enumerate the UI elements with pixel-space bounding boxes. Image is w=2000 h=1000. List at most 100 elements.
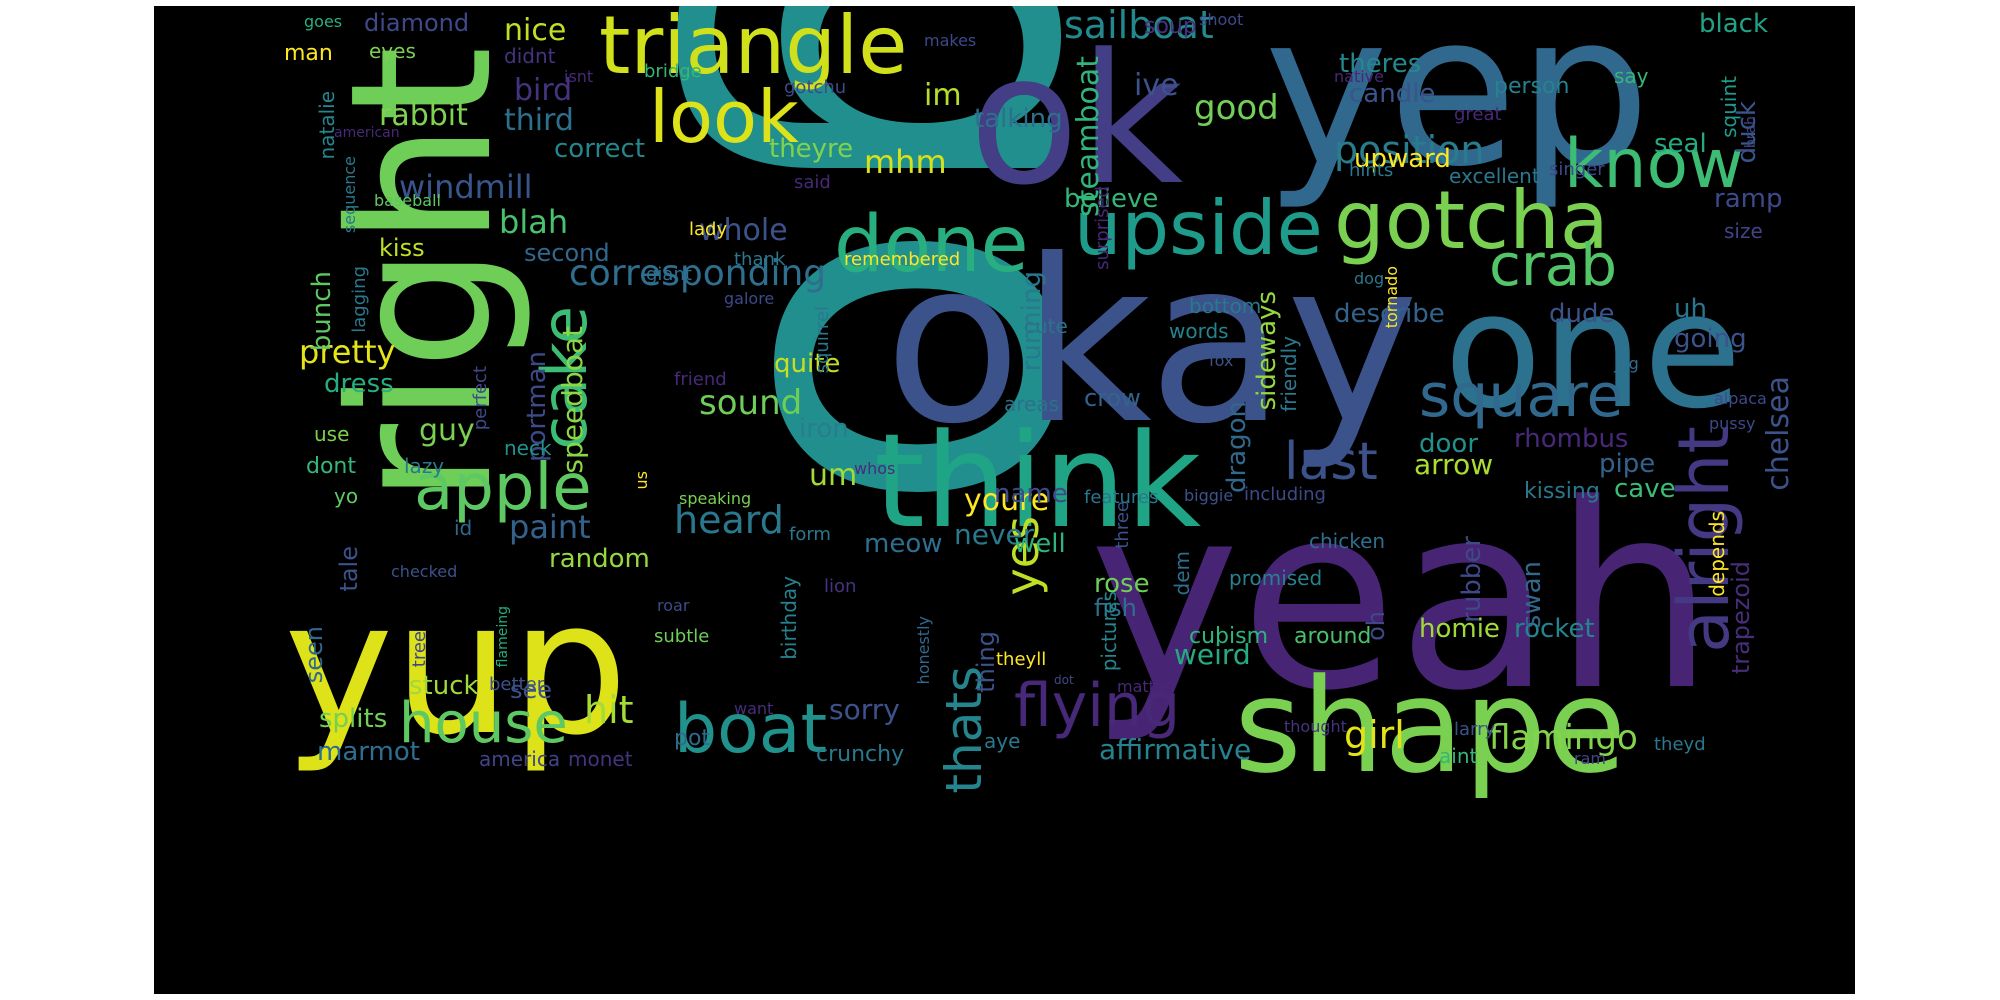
word-nice: nice — [504, 13, 567, 48]
word-say: say — [1614, 64, 1649, 88]
word-lion: lion — [824, 576, 857, 597]
word-shoot: shoot — [1199, 10, 1244, 29]
word-see: see — [510, 676, 553, 704]
word-yup: yup — [284, 560, 629, 776]
word-name: name — [994, 479, 1068, 509]
word-one: one — [1444, 257, 1742, 444]
word-friendly: friendly — [1277, 336, 1301, 412]
word-look: look — [649, 75, 799, 159]
word-giant: giant — [646, 264, 692, 285]
word-flamingo: flamingo — [1489, 718, 1638, 758]
word-ramp: ramp — [1714, 184, 1783, 214]
word-good: good — [1194, 88, 1279, 128]
word-uh: uh — [1674, 294, 1707, 324]
word-tale: tale — [335, 546, 363, 592]
word-candle: candle — [1349, 79, 1436, 109]
word-soup: soup — [1144, 14, 1197, 39]
word-person: person — [1494, 74, 1570, 99]
word-us: us — [632, 471, 651, 490]
word-mattie: mattie — [1117, 677, 1170, 696]
word-bunch: bunch — [307, 271, 337, 352]
word-use: use — [314, 422, 350, 446]
word-talking: talking — [974, 104, 1063, 134]
word-marmot: marmot — [317, 737, 420, 767]
word-kiss: kiss — [379, 234, 425, 262]
word-think: think — [874, 405, 1202, 557]
word-windmill: windmill — [399, 168, 533, 206]
word-correct: correct — [554, 134, 646, 164]
word-dog: dog — [1354, 269, 1385, 288]
word-surprised: surprised — [1092, 186, 1113, 270]
word-affirmative: affirmative — [1099, 733, 1252, 766]
word-iron: iron — [799, 414, 849, 444]
word-know: know — [1564, 125, 1744, 204]
word-hit: hit — [584, 688, 634, 732]
word-describe: describe — [1334, 299, 1445, 329]
word-tornado: tornado — [1382, 266, 1401, 329]
word-whole: whole — [699, 213, 788, 248]
word-position: position — [1334, 128, 1485, 172]
word-dude: dude — [1549, 299, 1615, 329]
word-sorry: sorry — [829, 693, 900, 726]
word-american: american — [334, 125, 400, 141]
word-bottom: bottom — [1189, 294, 1262, 318]
word-flying: flying — [1014, 671, 1181, 741]
word-okay: okay — [884, 212, 1420, 474]
word-man: man — [284, 41, 333, 66]
word-honestly: honestly — [914, 616, 933, 685]
word-homie: homie — [1419, 614, 1500, 644]
word-weird: weird — [1174, 638, 1251, 671]
word-last: last — [1284, 432, 1378, 492]
word-monet: monet — [568, 747, 633, 771]
word-ok: ok — [969, 16, 1184, 225]
word-lagging: lagging — [349, 266, 370, 333]
word-fish: fish — [1094, 594, 1137, 622]
word-perfect: perfect — [470, 366, 491, 431]
word-theyd: theyd — [1654, 734, 1706, 755]
word-galore: galore — [724, 289, 775, 308]
word-ive: ive — [1134, 68, 1179, 103]
word-rose: rose — [1094, 569, 1150, 599]
word-guy: guy — [419, 413, 475, 448]
word-america: america — [479, 747, 561, 771]
word-bridge: bridge — [644, 61, 702, 82]
word-friend: friend — [674, 369, 727, 390]
word-thank: thank — [734, 249, 786, 270]
word-roar: roar — [657, 596, 690, 615]
word-eyes: eyes — [369, 39, 416, 63]
word-squint: squint — [1717, 76, 1741, 138]
word-birthday: birthday — [777, 576, 801, 660]
word-sound: sound — [699, 383, 803, 423]
word-checked: checked — [391, 562, 458, 581]
word-cloud: go yeah okay right yep ok yup one shape … — [154, 6, 1855, 994]
word-rabbit: rabbit — [379, 98, 468, 133]
word-form: form — [789, 524, 831, 545]
word-singer: singer — [1549, 159, 1605, 180]
word-including: including — [1244, 484, 1326, 505]
word-yep: yep — [1264, 6, 1651, 213]
word-arrow: arrow — [1414, 448, 1494, 481]
word-pussy: pussy — [1709, 414, 1756, 433]
word-features: features — [1084, 487, 1159, 508]
word-ram: ram — [1574, 749, 1606, 768]
word-heard: heard — [674, 498, 784, 542]
word-alpaca: alpaca — [1714, 389, 1767, 408]
word-gotcha: gotcha — [1334, 174, 1609, 267]
word-door: door — [1419, 429, 1479, 459]
word-rocket: rocket — [1514, 614, 1595, 644]
word-speedboat: speedboat — [556, 326, 589, 474]
word-lady: lady — [689, 219, 728, 240]
word-lazy: lazy — [404, 454, 445, 478]
word-well: well — [1014, 529, 1066, 559]
word-size: size — [1724, 219, 1763, 243]
word-sequence: sequence — [340, 156, 359, 234]
word-girl: girl — [1344, 713, 1405, 757]
word-um: um — [809, 458, 858, 493]
word-mhm: mhm — [864, 143, 947, 181]
word-believe: believe — [1064, 184, 1159, 214]
word-excellent: excellent — [1449, 164, 1540, 188]
word-around: around — [1294, 624, 1372, 649]
word-better: better — [489, 674, 545, 695]
word-never: never — [954, 518, 1035, 551]
word-pot: pot — [674, 726, 711, 751]
